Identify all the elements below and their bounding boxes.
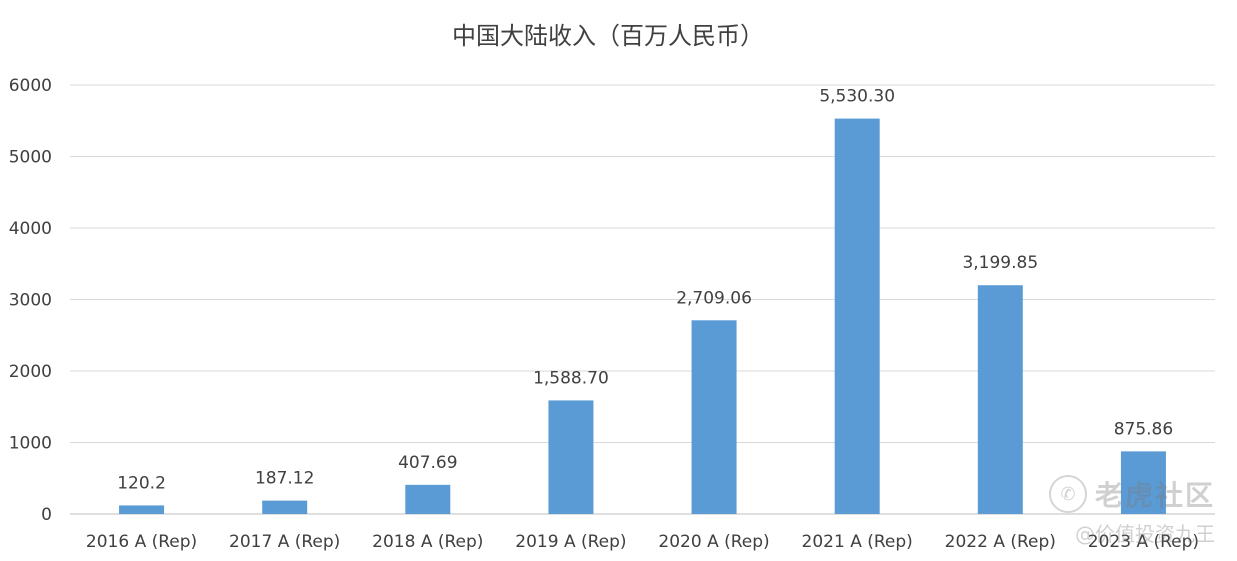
- x-tick-label: 2022 A (Rep): [945, 532, 1056, 552]
- y-tick-label: 6000: [9, 76, 52, 96]
- y-axis: 0 1000 2000 3000 4000 5000 6000: [9, 76, 52, 525]
- watermark-handle: @价值投资九王: [1075, 522, 1215, 546]
- tiger-logo-icon: ✆: [1048, 475, 1087, 513]
- data-label: 407.69: [398, 453, 457, 473]
- x-tick-label: 2016 A (Rep): [86, 532, 197, 552]
- data-label: 2,709.06: [676, 288, 752, 308]
- bar: [548, 400, 594, 514]
- x-axis: 2016 A (Rep) 2017 A (Rep) 2018 A (Rep) 2019…: [86, 532, 1199, 552]
- x-tick-label: 2018 A (Rep): [372, 532, 483, 552]
- bar: [119, 505, 165, 514]
- bar: [691, 320, 737, 514]
- y-tick-label: 5000: [9, 148, 52, 168]
- grid-lines: [70, 84, 1215, 515]
- x-tick-label: 2021 A (Rep): [802, 532, 913, 552]
- x-tick-label: 2019 A (Rep): [515, 532, 626, 552]
- x-tick-label: 2017 A (Rep): [229, 532, 340, 552]
- bar: [834, 118, 880, 514]
- chart-title: 中国大陆收入（百万人民币）: [452, 22, 764, 50]
- data-label: 5,530.30: [819, 87, 895, 107]
- data-label: 187.12: [255, 469, 314, 489]
- y-tick-label: 1000: [9, 434, 52, 454]
- bar: [262, 500, 308, 514]
- x-tick-label: 2020 A (Rep): [658, 532, 769, 552]
- bar: [405, 484, 451, 514]
- data-label: 3,199.85: [962, 253, 1038, 273]
- bars: 120.2 187.12 407.69 1,588.70 2,709.06 5,530.3…: [117, 87, 1173, 514]
- watermark-logo: ✆ 老虎社区: [1048, 474, 1215, 514]
- watermark: ✆ 老虎社区 @价值投资九王: [1048, 474, 1215, 547]
- y-tick-label: 0: [41, 505, 52, 525]
- y-tick-label: 2000: [9, 362, 52, 382]
- bar: [1120, 451, 1166, 514]
- data-label: 1,588.70: [533, 368, 609, 388]
- y-tick-label: 4000: [9, 219, 52, 239]
- watermark-name: 老虎社区: [1094, 479, 1215, 512]
- data-label: 120.2: [117, 473, 166, 493]
- bar: [977, 285, 1023, 514]
- y-tick-label: 3000: [9, 291, 52, 311]
- data-label: 875.86: [1114, 419, 1173, 439]
- x-tick-label: 2023 A (Rep): [1088, 532, 1199, 552]
